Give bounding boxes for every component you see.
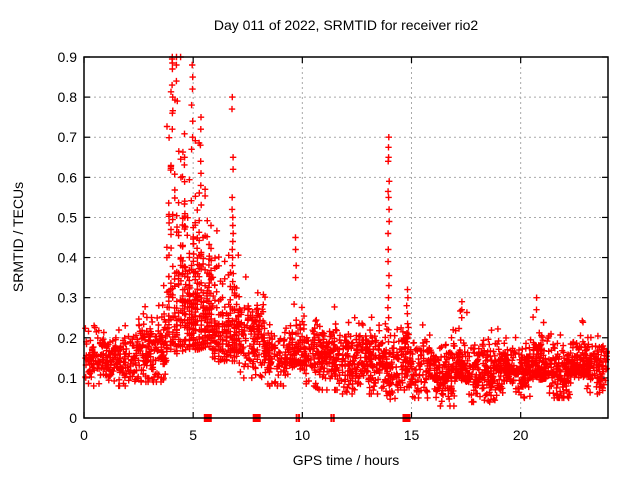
- y-axis-label: SRMTID / TECUs: [10, 182, 26, 292]
- y-tick-label: 0.6: [58, 169, 78, 185]
- y-tick-label: 0.3: [58, 290, 78, 306]
- x-tick-label: 20: [513, 427, 529, 443]
- x-tick-label: 10: [295, 427, 311, 443]
- x-axis-label: GPS time / hours: [293, 452, 400, 468]
- y-tick-label: 0.8: [58, 89, 78, 105]
- plot-border: [83, 56, 609, 419]
- chart-title: Day 011 of 2022, SRMTID for receiver rio…: [214, 17, 479, 33]
- y-tick-label: 0: [69, 410, 77, 426]
- scatter-points: [82, 53, 610, 410]
- y-tick-label: 0.5: [58, 209, 78, 225]
- tick-labels: 0 5 10 15 20 0 0.1 0.2 0.3 0.4 0.5 0.6 0.7 0.8 0.9: [58, 49, 529, 443]
- y-tick-label: 0.4: [58, 250, 78, 266]
- y-tick-label: 0.7: [58, 129, 78, 145]
- x-tick-label: 0: [80, 427, 88, 443]
- y-tick-label: 0.2: [58, 330, 78, 346]
- x-tick-label: 15: [404, 427, 420, 443]
- y-tick-label: 0.9: [58, 49, 78, 65]
- x-tick-label: 5: [189, 427, 197, 443]
- y-tick-label: 0.1: [58, 370, 78, 386]
